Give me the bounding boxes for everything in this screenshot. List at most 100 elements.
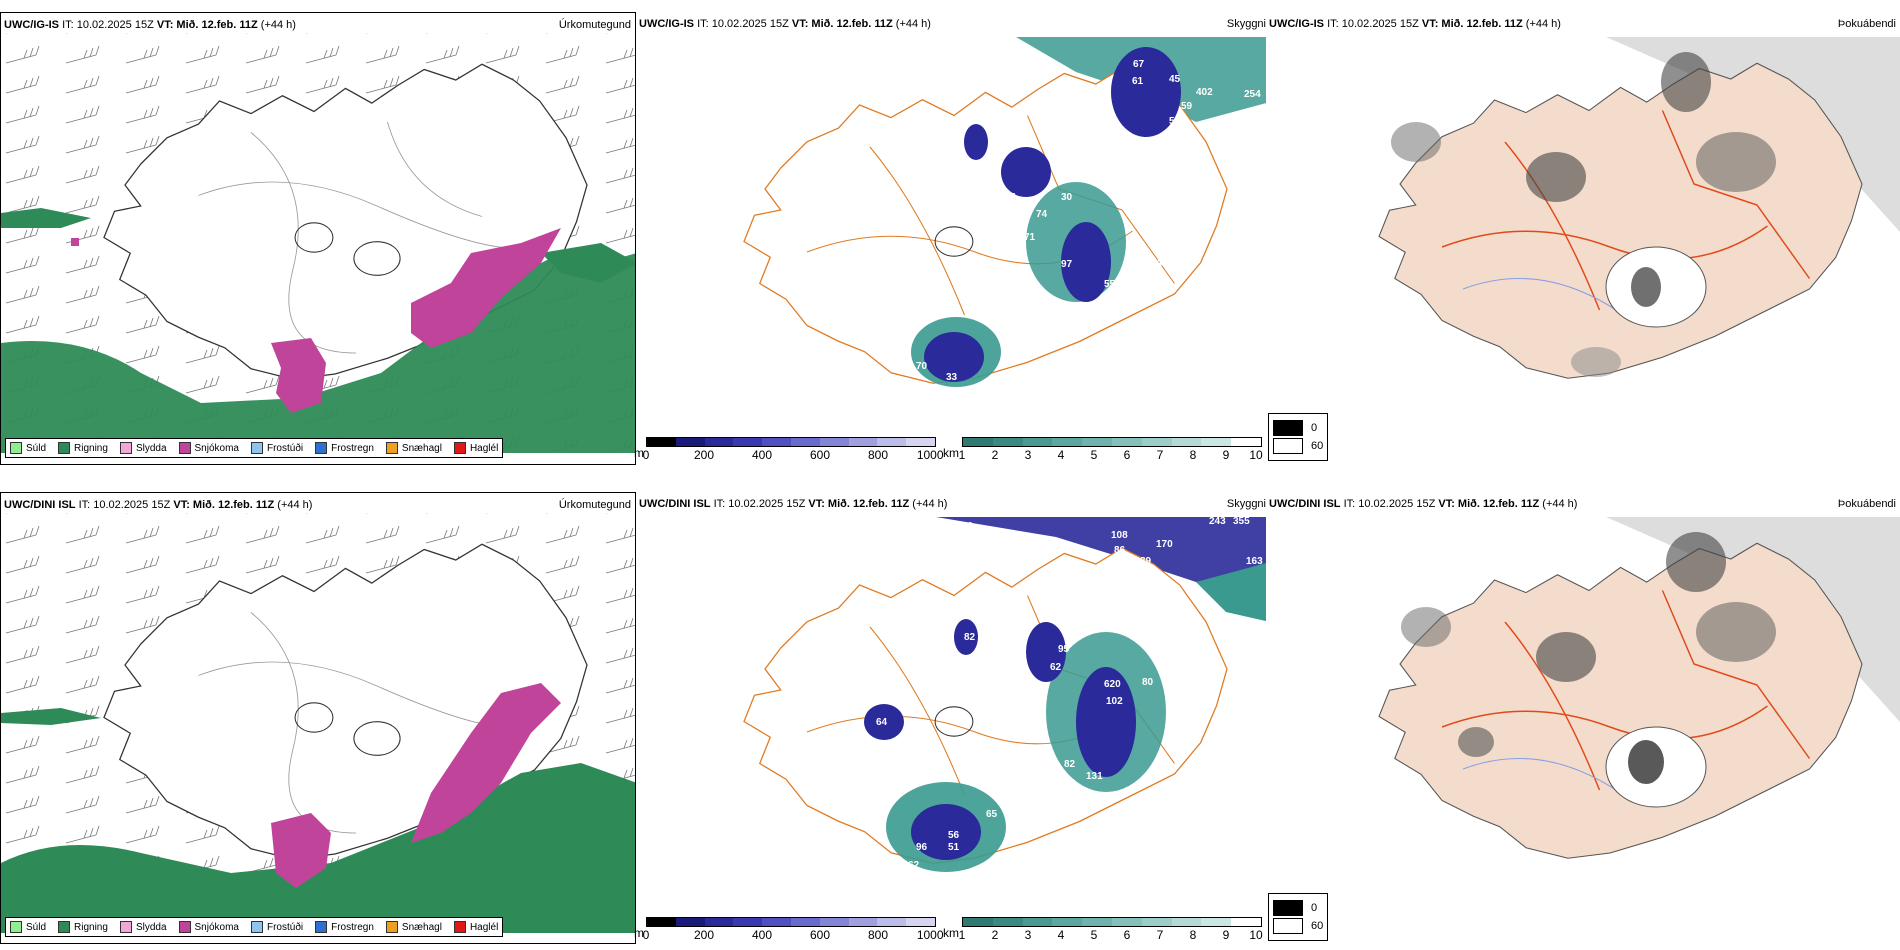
legend-item: Rigning <box>58 442 108 454</box>
legend-item: Frostregn <box>315 921 374 933</box>
fog-panel-top: UWC/IG-IS IT: 10.02.2025 15Z VT: Mið. 12… <box>1266 12 1900 412</box>
svg-text:33: 33 <box>946 372 958 383</box>
svg-text:82: 82 <box>1064 759 1076 770</box>
visibility-colorbar: 1 2 3 4 5 6 7 8 9 10 <box>959 437 1263 462</box>
visibility-panel-bottom: UWC/DINI ISL IT: 10.02.2025 15Z VT: Mið.… <box>636 492 1270 910</box>
legend-item: Súld <box>10 442 46 454</box>
svg-text:93: 93 <box>1151 259 1163 270</box>
cloudbase-colorbar: 0 200 400 600 800 1000 <box>643 917 944 942</box>
visibility-panel-top: UWC/IG-IS IT: 10.02.2025 15Z VT: Mið. 12… <box>636 12 1270 465</box>
panel-title: UWC/IG-IS IT: 10.02.2025 15Z VT: Mið. 12… <box>639 18 931 30</box>
svg-text:52: 52 <box>1169 116 1181 127</box>
svg-text:402: 402 <box>1196 87 1213 98</box>
svg-text:71: 71 <box>1024 232 1036 243</box>
legend-item: Haglél <box>453 442 498 454</box>
visibility-labels: 276 108 170 243 355 86 89 163 90 41 82 9… <box>876 516 1263 871</box>
svg-text:61: 61 <box>1132 76 1144 87</box>
visibility-unit: km <box>943 446 959 460</box>
svg-text:86: 86 <box>1114 545 1126 556</box>
fog-panel-bottom: UWC/DINI ISL IT: 10.02.2025 15Z VT: Mið.… <box>1266 492 1900 892</box>
legend-item: Haglél <box>453 921 498 933</box>
panel-title: UWC/DINI ISL IT: 10.02.2025 15Z VT: Mið.… <box>4 499 313 511</box>
svg-text:97: 97 <box>1061 259 1073 270</box>
svg-text:65: 65 <box>986 809 998 820</box>
svg-text:95: 95 <box>1028 686 1040 697</box>
precip-type-panel-top: UWC/IG-IS IT: 10.02.2025 15Z VT: Mið. 12… <box>0 12 636 465</box>
svg-text:62: 62 <box>908 860 920 871</box>
cloudbase-unit: m <box>634 446 644 460</box>
svg-text:26: 26 <box>1064 329 1076 340</box>
svg-text:64: 64 <box>876 717 888 728</box>
svg-text:90: 90 <box>1114 562 1126 573</box>
svg-text:81: 81 <box>1056 174 1068 185</box>
fog-legend: 0 60 <box>1268 893 1329 941</box>
visibility-map: 276 108 170 243 355 86 89 163 90 41 82 9… <box>743 516 1270 872</box>
svg-text:101: 101 <box>1000 192 1017 203</box>
svg-text:131: 131 <box>1086 771 1103 782</box>
precip-type-legend: Súld Rigning Slydda Snjókoma Frostúði Fr… <box>5 438 504 458</box>
product-name: Skyggni <box>1226 498 1266 510</box>
svg-text:86: 86 <box>946 149 958 160</box>
svg-text:170: 170 <box>1156 539 1173 550</box>
svg-text:102: 102 <box>1106 696 1123 707</box>
svg-text:51: 51 <box>948 842 960 853</box>
fog-legend: 0 60 <box>1268 413 1329 461</box>
legend-item: Snæhagl <box>385 442 442 454</box>
visibility-map: 67 45 61 402 254 59 52 86 86 37 101 81 3… <box>743 37 1270 395</box>
cloudbase-colorbar: 0 200 400 600 800 1000 <box>643 437 944 462</box>
svg-text:96: 96 <box>916 842 928 853</box>
legend-item: Frostúði <box>250 442 303 454</box>
svg-text:108: 108 <box>1111 530 1128 541</box>
visibility-labels: 67 45 61 402 254 59 52 86 86 37 101 81 3… <box>908 59 1261 395</box>
svg-text:69: 69 <box>1154 274 1166 285</box>
svg-text:59: 59 <box>1181 101 1193 112</box>
product-name: Þokuábendi <box>1837 18 1896 30</box>
product-name: Skyggni <box>1226 18 1266 30</box>
svg-text:67: 67 <box>1133 59 1145 70</box>
svg-text:80: 80 <box>1142 677 1154 688</box>
svg-text:30: 30 <box>1061 192 1073 203</box>
panel-title: UWC/IG-IS IT: 10.02.2025 15Z VT: Mið. 12… <box>4 19 296 31</box>
legend-item: Súld <box>10 921 46 933</box>
svg-text:76: 76 <box>1126 266 1138 277</box>
snow-area <box>411 683 561 843</box>
svg-text:62: 62 <box>1050 662 1062 673</box>
svg-text:37: 37 <box>956 174 968 185</box>
fog-map <box>1378 517 1900 859</box>
svg-text:70: 70 <box>916 361 928 372</box>
svg-text:254: 254 <box>1244 89 1261 100</box>
panel-title: UWC/DINI ISL IT: 10.02.2025 15Z VT: Mið.… <box>1269 498 1578 510</box>
snow-area <box>411 228 561 348</box>
precip-map <box>1 513 635 933</box>
svg-text:620: 620 <box>1104 679 1121 690</box>
legend-item: Frostregn <box>315 442 374 454</box>
panel-title: UWC/DINI ISL IT: 10.02.2025 15Z VT: Mið.… <box>639 498 948 510</box>
visibility-colorbar: 1 2 3 4 5 6 7 8 9 10 <box>959 917 1263 942</box>
precip-type-legend: Súld Rigning Slydda Snjókoma Frostúði Fr… <box>5 917 504 937</box>
svg-text:41: 41 <box>1156 576 1168 587</box>
svg-text:163: 163 <box>1246 556 1263 567</box>
svg-text:56: 56 <box>948 830 960 841</box>
svg-text:74: 74 <box>1036 209 1048 220</box>
svg-text:55: 55 <box>1104 279 1116 290</box>
svg-text:243: 243 <box>1209 516 1226 527</box>
legend-item: Rigning <box>58 921 108 933</box>
precip-map <box>1 33 635 453</box>
fog-map <box>1378 37 1900 379</box>
visibility-unit: km <box>943 926 959 940</box>
svg-text:131: 131 <box>908 384 925 395</box>
product-name: Þokuábendi <box>1837 498 1896 510</box>
product-name: Úrkomutegund <box>558 19 631 31</box>
svg-text:86: 86 <box>992 179 1004 190</box>
legend-item: Slydda <box>119 442 167 454</box>
svg-text:89: 89 <box>1140 556 1152 567</box>
legend-item: Snjókoma <box>178 921 239 933</box>
cloudbase-unit: m <box>634 926 644 940</box>
svg-text:276: 276 <box>956 521 973 532</box>
svg-text:45: 45 <box>1169 74 1181 85</box>
precip-type-panel-bottom: UWC/DINI ISL IT: 10.02.2025 15Z VT: Mið.… <box>0 492 636 944</box>
legend-item: Snjókoma <box>178 442 239 454</box>
svg-text:82: 82 <box>964 632 976 643</box>
svg-text:63: 63 <box>1133 286 1145 297</box>
svg-text:44: 44 <box>1064 778 1076 789</box>
